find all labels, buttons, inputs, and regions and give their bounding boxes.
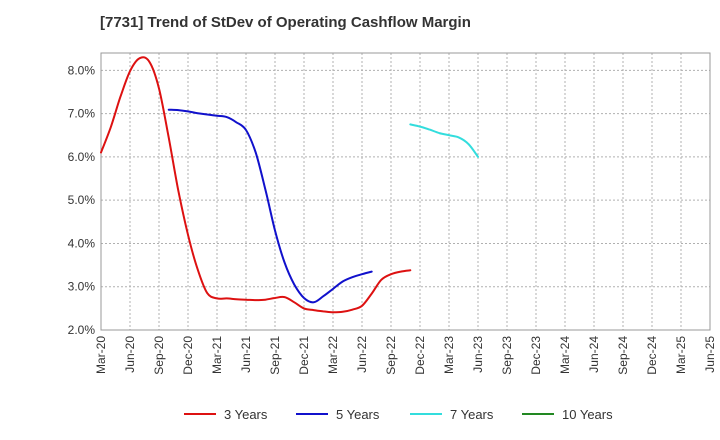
x-tick-label: Jun-21 [239, 336, 253, 373]
x-tick-label: Mar-20 [94, 336, 108, 374]
x-tick-label: Dec-24 [645, 336, 659, 375]
x-tick-label: Mar-23 [442, 336, 456, 374]
x-tick-label: Jun-25 [703, 336, 717, 373]
y-tick-label: 3.0% [68, 280, 96, 294]
x-tick-label: Sep-22 [384, 336, 398, 375]
x-axis-tick-labels: Mar-20 Jun-20 Sep-20 Dec-20 Mar-21 Jun-21 Sep-… [94, 336, 717, 375]
y-tick-label: 5.0% [68, 193, 96, 207]
x-tick-label: Sep-23 [500, 336, 514, 375]
x-tick-label: Dec-20 [181, 336, 195, 375]
legend-label: 7 Years [450, 407, 494, 422]
x-tick-label: Jun-22 [355, 336, 369, 373]
y-tick-label: 8.0% [68, 63, 96, 77]
y-tick-label: 2.0% [68, 323, 96, 337]
x-tick-label: Sep-20 [152, 336, 166, 375]
grid [100, 53, 711, 331]
series-lines [100, 56, 479, 314]
x-tick-label: Mar-22 [326, 336, 340, 374]
x-tick-label: Mar-21 [210, 336, 224, 374]
x-tick-label: Sep-21 [268, 336, 282, 375]
y-tick-label: 7.0% [68, 107, 96, 121]
x-tick-label: Jun-20 [123, 336, 137, 373]
legend-label: 3 Years [224, 407, 268, 422]
x-tick-label: Mar-24 [558, 336, 572, 374]
series-line-3-years [100, 56, 412, 314]
x-tick-label: Sep-24 [616, 336, 630, 375]
x-tick-label: Dec-23 [529, 336, 543, 375]
legend: 3 Years 5 Years 7 Years 10 Years [184, 407, 613, 422]
y-tick-label: 4.0% [68, 236, 96, 250]
x-tick-label: Dec-22 [413, 336, 427, 375]
legend-label: 10 Years [562, 407, 613, 422]
y-axis-tick-labels: 2.0% 3.0% 4.0% 5.0% 6.0% 7.0% 8.0% [68, 63, 96, 337]
x-tick-label: Dec-21 [297, 336, 311, 375]
chart-title: [7731] Trend of StDev of Operating Cashf… [100, 14, 471, 31]
y-tick-label: 6.0% [68, 150, 96, 164]
plot-area-border [100, 52, 711, 331]
x-tick-label: Jun-23 [471, 336, 485, 373]
x-tick-label: Mar-25 [674, 336, 688, 374]
series-line-7-years [409, 123, 479, 158]
series-line-5-years [167, 108, 373, 304]
legend-label: 5 Years [336, 407, 380, 422]
x-tick-label: Jun-24 [587, 336, 601, 373]
